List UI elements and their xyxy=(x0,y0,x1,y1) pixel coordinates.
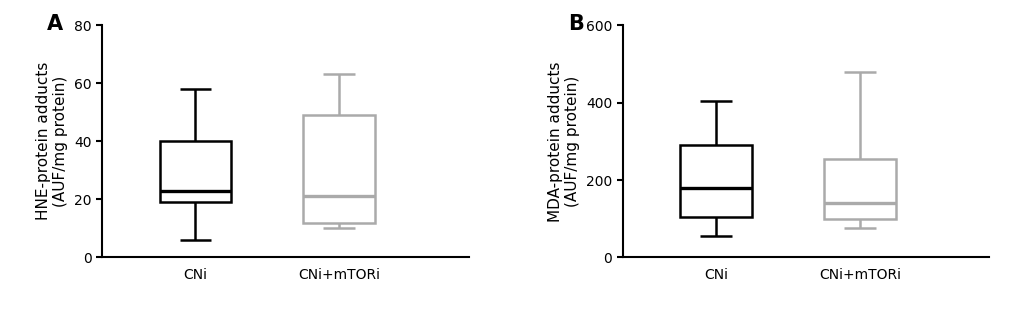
Bar xyxy=(303,115,375,223)
Bar xyxy=(823,159,895,219)
Y-axis label: MDA-protein adducts
(AUF/mg protein): MDA-protein adducts (AUF/mg protein) xyxy=(547,61,580,222)
Bar xyxy=(159,141,231,202)
Text: B: B xyxy=(568,14,583,34)
Bar xyxy=(680,145,751,217)
Text: A: A xyxy=(47,14,63,34)
Y-axis label: HNE-protein adducts
(AUF/mg protein): HNE-protein adducts (AUF/mg protein) xyxy=(36,62,68,220)
